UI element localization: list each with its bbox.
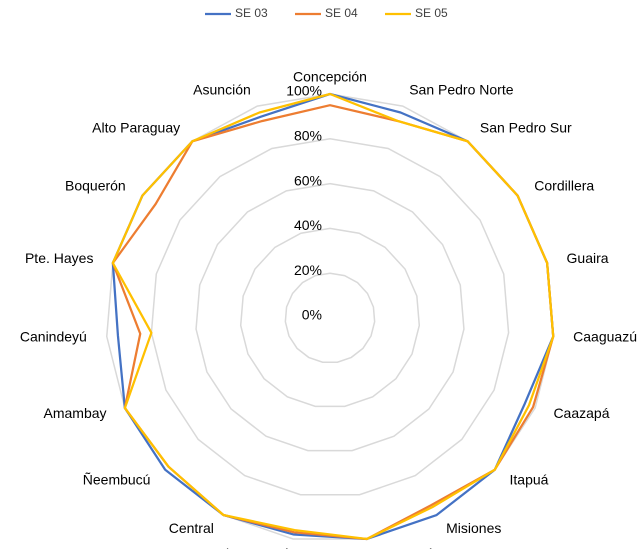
- category-label: Central: [169, 520, 214, 536]
- category-label: Boquerón: [65, 177, 126, 193]
- category-label: Asunción: [193, 82, 251, 98]
- category-label: Guaira: [567, 250, 609, 266]
- grid-ring: [284, 272, 376, 363]
- category-label: Canindeyú: [20, 329, 87, 345]
- y-tick-label: 80%: [294, 128, 322, 144]
- legend: SE 03 SE 04 SE 05: [205, 6, 448, 20]
- category-label: San Pedro Norte: [409, 82, 513, 98]
- grid-ring: [239, 227, 421, 408]
- series-line: [111, 92, 555, 541]
- legend-label: SE 05: [415, 6, 448, 20]
- category-label: San Pedro Sur: [480, 119, 572, 135]
- category-label: Itapuá: [510, 471, 549, 487]
- series-line: [111, 92, 555, 541]
- y-tick-label: 100%: [286, 83, 322, 99]
- legend-label: SE 04: [325, 6, 358, 20]
- category-label: Paraguarí: [370, 545, 432, 549]
- y-tick-label: 20%: [294, 262, 322, 278]
- grid-ring: [195, 182, 465, 452]
- category-label: Cordillera: [534, 177, 594, 193]
- legend-label: SE 03: [235, 6, 268, 20]
- category-label: Concepción: [293, 69, 367, 85]
- category-label: Alto Paraná: [217, 545, 290, 549]
- category-label: Ñeembucú: [83, 471, 151, 487]
- category-label: Amambay: [44, 405, 107, 421]
- category-label: Caazapá: [553, 405, 609, 421]
- y-tick-label: 40%: [294, 217, 322, 233]
- grid-ring: [150, 138, 510, 496]
- category-label: Caaguazú: [573, 329, 637, 345]
- y-tick-label: 0%: [302, 307, 322, 323]
- category-label: Misiones: [446, 520, 501, 536]
- y-tick-label: 60%: [294, 172, 322, 188]
- category-label: Alto Paraguay: [92, 119, 180, 135]
- category-label: Pte. Hayes: [25, 250, 93, 266]
